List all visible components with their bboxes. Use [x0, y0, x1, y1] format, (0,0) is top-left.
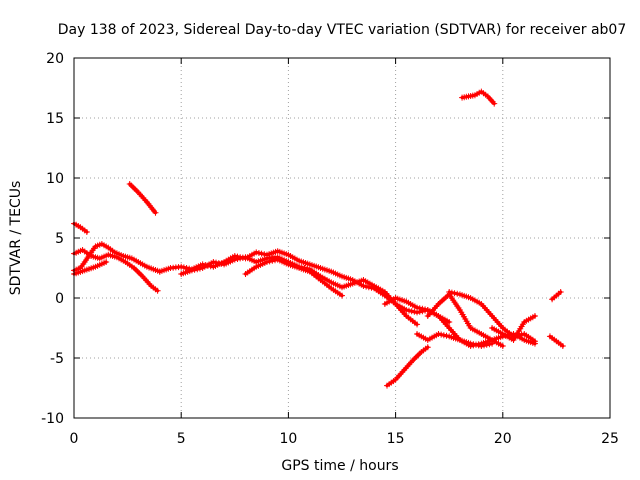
y-tick-label: 0 [55, 291, 64, 307]
data-point-marker [531, 313, 538, 319]
data-point-marker [486, 341, 493, 348]
x-tick-label: 25 [601, 431, 619, 447]
y-tick-label: -5 [50, 351, 64, 367]
series-arc-b [126, 181, 159, 216]
series-arc-a [71, 220, 90, 235]
y-tick-label: 20 [46, 51, 64, 67]
data-point-marker [443, 332, 450, 339]
x-tick-label: 20 [494, 431, 512, 447]
data-point-marker [435, 331, 442, 337]
data-point-marker [419, 305, 426, 312]
data-point-marker [83, 229, 90, 235]
series-arc-m [489, 313, 538, 343]
data-point-marker [491, 100, 498, 107]
data-point-marker [188, 267, 195, 274]
data-point-marker [414, 304, 421, 311]
data-point-marker [363, 283, 370, 290]
y-axis-label: SDTVAR / TECUs [8, 181, 24, 296]
series-arc-k [446, 289, 538, 345]
data-point-marker [234, 256, 241, 262]
data-point-marker [416, 305, 423, 312]
series-arc-q [459, 88, 498, 107]
data-point-marker [194, 266, 201, 273]
x-tick-label: 5 [177, 431, 186, 447]
y-tick-label: 10 [46, 171, 64, 187]
series-arc-f [156, 248, 453, 325]
data-point-marker [269, 257, 276, 264]
data-point-marker [489, 340, 496, 347]
data-point-marker [424, 344, 431, 351]
data-point-marker [408, 308, 415, 315]
y-tick-label: 5 [55, 231, 64, 247]
data-point-marker [446, 289, 453, 295]
data-point-marker [499, 343, 506, 349]
y-axis-ticks: -10 -5 0 5 10 15 20 [41, 51, 610, 427]
y-tick-label: -10 [41, 411, 64, 427]
series-arc-i [381, 295, 506, 349]
data-point-marker [103, 259, 110, 265]
series-arc-l [414, 331, 496, 349]
data-point-marker [559, 343, 566, 349]
x-axis-label: GPS time / hours [281, 458, 398, 474]
data-series [71, 88, 566, 389]
data-point-marker [473, 341, 479, 348]
data-point-marker [403, 307, 410, 313]
data-point-marker [414, 321, 421, 328]
data-point-marker [183, 265, 190, 271]
data-point-marker [440, 332, 447, 339]
series-arc-h [242, 256, 345, 299]
data-point-marker [438, 331, 445, 338]
data-point-marker [470, 341, 477, 348]
data-point-marker [180, 264, 187, 271]
data-point-marker [258, 250, 265, 257]
chart-title: Day 138 of 2023, Sidereal Day-to-day VTE… [58, 22, 627, 38]
data-point-marker [215, 260, 222, 267]
data-point-marker [446, 319, 453, 325]
data-point-marker [191, 266, 198, 273]
data-point-marker [478, 343, 485, 349]
data-point-marker [451, 290, 458, 297]
data-point-marker [213, 259, 220, 266]
data-point-marker [467, 340, 474, 347]
x-tick-label: 10 [279, 431, 297, 447]
x-axis-ticks: 0 5 10 15 20 25 [70, 58, 619, 447]
x-tick-label: 0 [70, 431, 79, 447]
data-point-marker [231, 256, 238, 263]
data-point-marker [253, 249, 260, 256]
series-arc-d [71, 247, 161, 294]
data-point-marker [531, 338, 538, 345]
series-arc-o [549, 289, 564, 303]
series-arc-n [384, 344, 431, 389]
data-point-marker [237, 255, 244, 262]
data-point-marker [406, 307, 412, 314]
data-point-marker [481, 342, 488, 349]
data-point-marker [411, 308, 418, 315]
data-point-marker [365, 284, 372, 291]
x-tick-label: 15 [387, 431, 405, 447]
data-point-marker [518, 331, 525, 338]
data-point-marker [263, 259, 270, 265]
data-point-marker [360, 283, 367, 289]
data-point-marker [210, 259, 217, 265]
series-arc-c [71, 241, 163, 275]
data-point-marker [154, 287, 161, 294]
grid [74, 58, 610, 418]
data-point-marker [475, 342, 482, 349]
data-point-marker [266, 258, 273, 265]
data-point-marker [255, 250, 262, 256]
series-arc-p [546, 333, 566, 349]
data-point-marker [422, 306, 429, 313]
data-point-marker [339, 292, 345, 299]
data-point-marker [557, 289, 564, 295]
data-point-marker [152, 209, 159, 216]
data-point-marker [448, 289, 455, 296]
plot-frame [73, 57, 611, 419]
data-point-marker [454, 290, 461, 297]
data-point-marker [483, 341, 490, 348]
y-tick-label: 15 [46, 111, 64, 127]
series-arc-j [424, 291, 538, 347]
data-point-marker [178, 263, 185, 270]
data-point-marker [196, 265, 203, 272]
